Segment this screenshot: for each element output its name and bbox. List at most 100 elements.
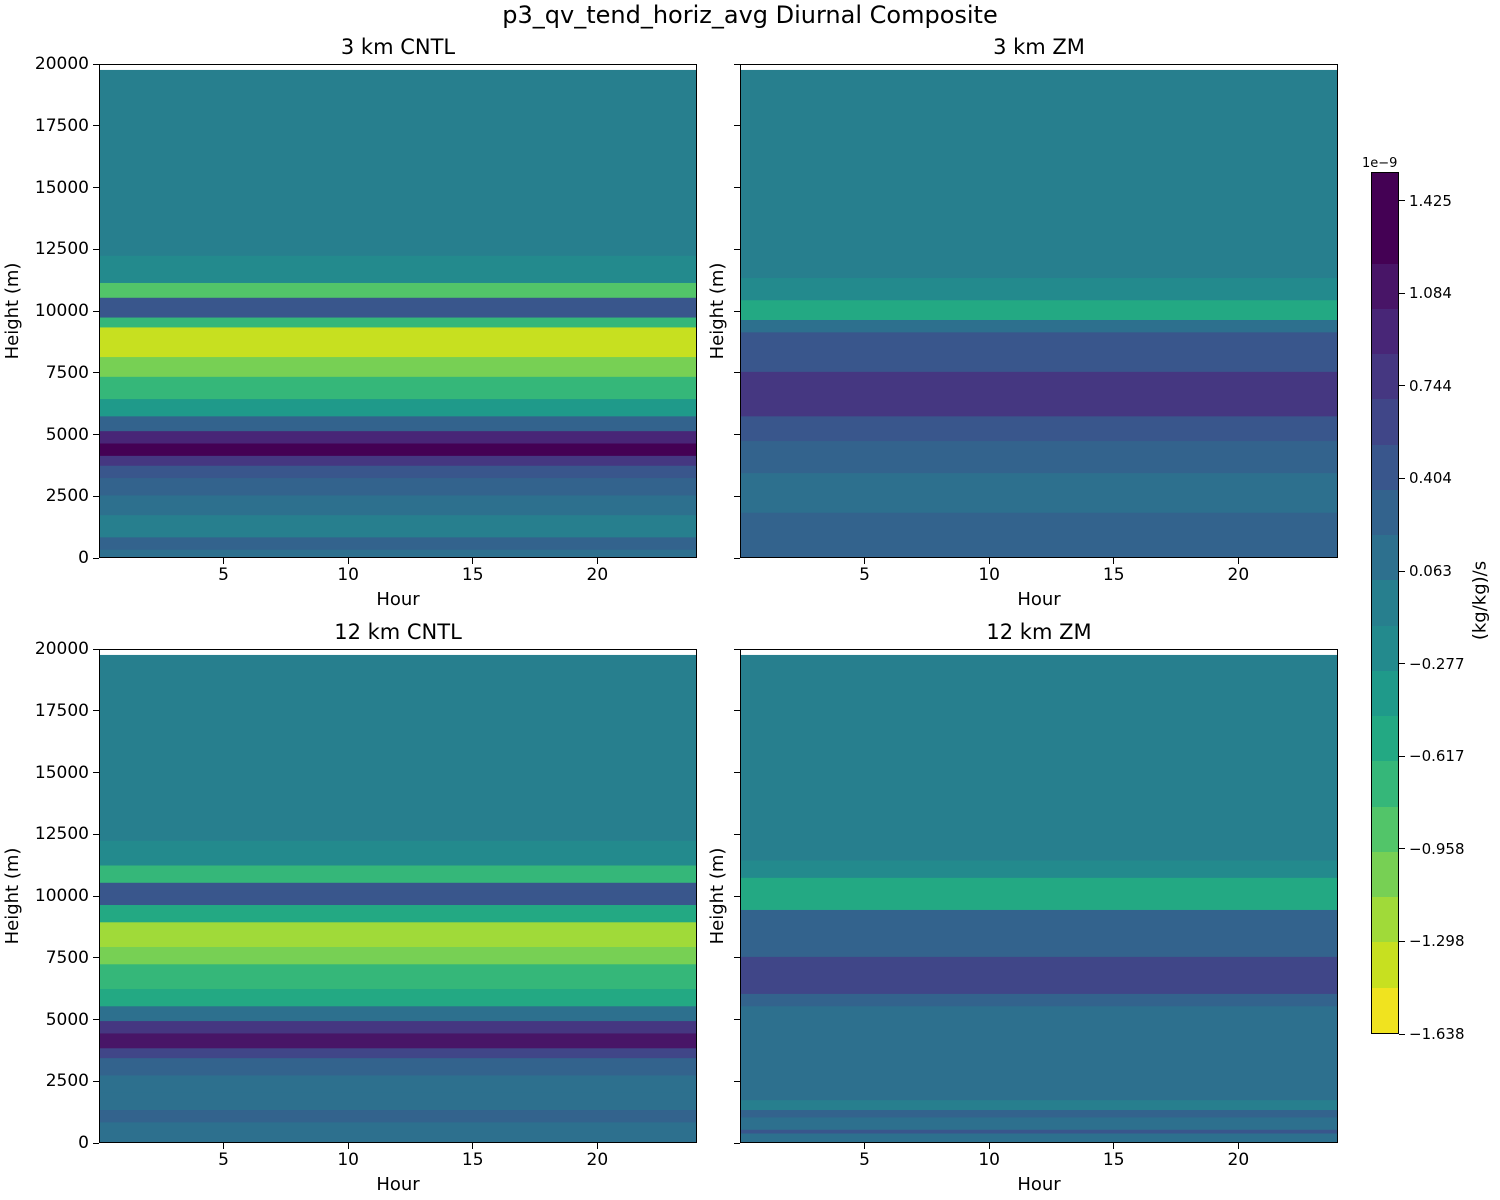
y-tick — [93, 187, 99, 188]
plot-area — [99, 649, 697, 1143]
x-tick — [1113, 558, 1115, 564]
colorbar-tick — [1399, 292, 1405, 294]
y-tick — [734, 187, 740, 188]
colorbar-tick-label: 0.404 — [1409, 469, 1452, 488]
y-tick-label: 17500 — [34, 700, 89, 721]
x-tick-label: 10 — [337, 565, 359, 585]
contour-band — [100, 442, 696, 456]
y-tick-label: 15000 — [34, 762, 89, 783]
colorbar-tick — [1399, 570, 1405, 572]
contour-band — [100, 282, 696, 298]
colorbar-segment — [1372, 489, 1398, 536]
x-tick-label: 20 — [586, 565, 609, 585]
y-tick-label: 20000 — [34, 639, 89, 659]
contour-band — [100, 356, 696, 377]
contour-band — [741, 956, 1337, 994]
contour-band — [741, 415, 1337, 442]
y-tick — [93, 1080, 99, 1082]
y-tick — [93, 772, 99, 773]
colorbar-segment — [1372, 715, 1398, 762]
colorbar-tick — [1399, 1033, 1405, 1035]
y-tick — [734, 372, 740, 374]
contour-band — [100, 1074, 696, 1093]
y-tick-label: 12500 — [34, 239, 89, 260]
x-tick — [864, 558, 866, 564]
contour-plot — [100, 654, 696, 1142]
contour-band — [741, 1005, 1337, 1101]
x-axis-label: Hour — [1017, 1174, 1061, 1195]
y-tick-label: 7500 — [45, 947, 89, 968]
y-tick — [734, 772, 740, 773]
y-tick — [734, 710, 740, 712]
plot-area — [99, 64, 697, 558]
x-tick — [347, 1143, 349, 1149]
contour-band — [100, 1047, 696, 1059]
contour-plot — [100, 69, 696, 557]
y-tick — [93, 495, 99, 497]
contour-band — [100, 255, 696, 283]
y-tick — [93, 248, 99, 250]
y-tick — [93, 648, 99, 650]
contour-band — [741, 1116, 1337, 1130]
y-tick — [93, 833, 99, 835]
contour-band — [741, 440, 1337, 474]
y-tick — [93, 1019, 99, 1020]
contour-band — [741, 1129, 1337, 1134]
y-tick-label: 15000 — [34, 177, 89, 198]
y-tick-label: 10000 — [34, 886, 89, 906]
x-tick — [596, 558, 598, 564]
y-tick — [93, 710, 99, 712]
contour-band — [100, 69, 696, 256]
y-tick-label: 0 — [78, 1133, 89, 1153]
contour-band — [100, 398, 696, 417]
y-tick — [734, 248, 740, 250]
y-tick — [93, 895, 99, 897]
contour-band — [741, 472, 1337, 513]
plot-area — [740, 649, 1338, 1143]
y-tick — [734, 957, 740, 959]
y-tick — [734, 310, 740, 312]
x-tick — [1113, 1143, 1115, 1149]
y-tick — [734, 495, 740, 497]
x-axis-label: Hour — [1017, 589, 1061, 610]
x-tick-label: 15 — [1102, 565, 1125, 585]
y-tick-label: 20000 — [34, 54, 89, 74]
colorbar-segment — [1372, 760, 1398, 807]
contour-band — [741, 1132, 1337, 1142]
colorbar-segment — [1372, 941, 1398, 988]
x-tick-label: 10 — [978, 1150, 1000, 1170]
colorbar-segment — [1372, 353, 1398, 400]
contour-band — [100, 1121, 696, 1142]
contour-band — [741, 299, 1337, 321]
colorbar-segment — [1372, 534, 1398, 581]
y-tick — [93, 372, 99, 374]
colorbar-tick-label: 0.063 — [1409, 562, 1452, 581]
contour-band — [100, 477, 696, 496]
contour-band — [100, 1020, 696, 1034]
contour-band — [100, 415, 696, 432]
x-tick-label: 15 — [461, 565, 484, 585]
y-tick-label: 7500 — [45, 362, 89, 383]
colorbar-segment — [1372, 896, 1398, 943]
y-axis-label: Height (m) — [2, 847, 23, 945]
colorbar-segment — [1372, 217, 1398, 264]
colorbar-tick-label: −0.617 — [1409, 747, 1465, 766]
contour-plot — [741, 654, 1337, 1142]
contour-band — [100, 455, 696, 466]
x-tick — [864, 1143, 866, 1149]
colorbar-tick — [1399, 477, 1405, 479]
contour-band — [100, 1109, 696, 1123]
y-tick — [93, 310, 99, 312]
contour-band — [100, 963, 696, 989]
contour-band — [100, 297, 696, 318]
y-tick-label: 2500 — [45, 1071, 89, 1092]
y-tick-label: 10000 — [34, 301, 89, 321]
x-tick — [1237, 1143, 1239, 1149]
y-tick — [734, 648, 740, 650]
y-axis-label: Height (m) — [2, 262, 23, 360]
colorbar-segment — [1372, 579, 1398, 626]
x-tick — [472, 1143, 474, 1149]
contour-band — [741, 993, 1337, 1007]
contour-band — [100, 514, 696, 538]
colorbar-tick-label: −1.638 — [1409, 1025, 1465, 1043]
